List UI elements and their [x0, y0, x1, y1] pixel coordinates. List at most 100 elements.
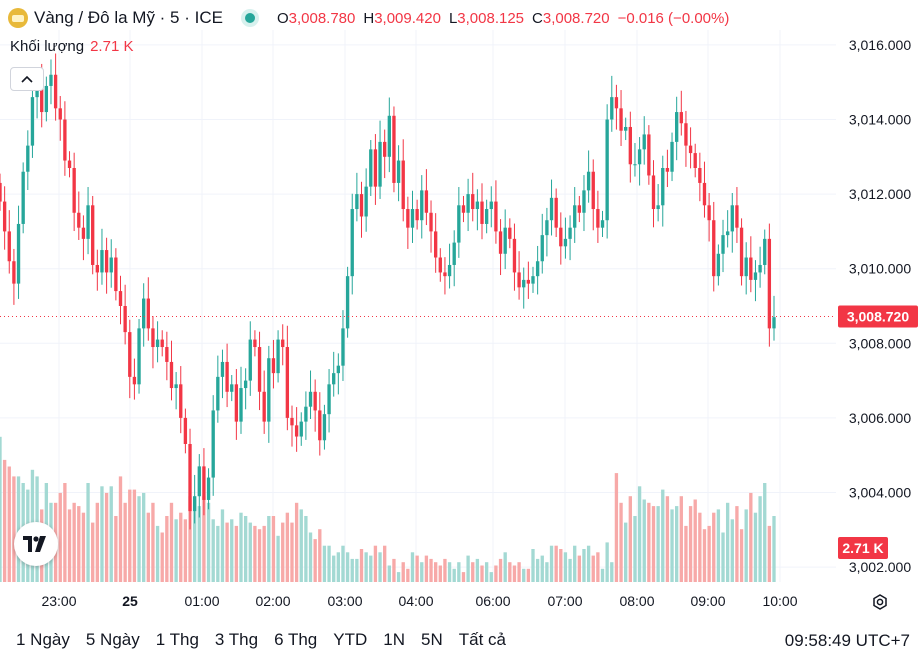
volume-bar — [86, 483, 90, 582]
candle-body — [661, 168, 665, 206]
volume-bar — [114, 516, 118, 582]
volume-bar — [369, 555, 373, 582]
candle-body — [91, 205, 95, 265]
volume-bar — [132, 489, 137, 582]
x-tick-label: 04:00 — [398, 593, 433, 609]
candle-body — [480, 201, 484, 224]
volume-bar — [118, 476, 123, 582]
candle-body — [49, 74, 53, 86]
candle-body — [192, 496, 197, 512]
volume-bar — [410, 552, 415, 582]
x-tick-label: 10:00 — [762, 593, 797, 609]
volume-bar — [355, 558, 359, 582]
volume-bar — [104, 492, 109, 582]
volume-bar — [582, 549, 586, 582]
volume-bar — [619, 502, 623, 582]
volume-bar — [716, 509, 721, 582]
candle-body — [0, 182, 2, 202]
volume-bar — [202, 496, 206, 582]
x-tick-label: 09:00 — [690, 593, 725, 609]
volume-bar — [624, 522, 628, 582]
candle-body — [392, 115, 396, 183]
candle-body — [712, 220, 716, 277]
volume-bar — [475, 558, 480, 582]
volume-value: 2.71 K — [90, 38, 134, 55]
y-tick-label: 3,004.000 — [849, 484, 911, 500]
ohlc-values: O3,008.780 H3,009.420 L3,008.125 C3,008.… — [277, 10, 729, 27]
market-status-icon[interactable] — [244, 13, 255, 23]
volume-bar — [753, 512, 758, 582]
range-1-month[interactable]: 1 Thg — [155, 630, 199, 649]
range-5-years[interactable]: 5N — [421, 630, 443, 649]
open-value: 3,008.780 — [288, 9, 356, 27]
volume-bar — [698, 512, 702, 582]
candle-body — [239, 388, 243, 422]
open-key: O — [276, 9, 289, 27]
volume-bar — [512, 565, 517, 582]
candle-body — [517, 272, 521, 288]
symbol-title[interactable]: Vàng / Đô la Mỹ · 5 · ICE — [34, 8, 223, 27]
candle-body — [332, 373, 336, 385]
price-chart[interactable]: 23:00 25 01:00 02:00 03:00 04:00 06:00 07:00 08:… — [0, 0, 920, 622]
candle-body — [633, 164, 637, 166]
volume-bar — [332, 555, 336, 582]
candle-body — [285, 347, 290, 418]
volume-bar — [299, 509, 303, 582]
candle-body — [294, 425, 299, 437]
volume-bar — [406, 568, 410, 582]
volume-bar — [276, 535, 280, 582]
volume-bar — [248, 522, 252, 582]
clock-timezone[interactable]: 09:58:49 UTC+7 — [784, 631, 910, 650]
candle-body — [484, 209, 489, 224]
candle-body — [600, 220, 605, 228]
volume-bar — [192, 499, 197, 582]
candle-body — [443, 272, 447, 277]
volume-bar — [517, 562, 521, 582]
range-ytd[interactable]: YTD — [333, 630, 368, 649]
close-value: 3,008.720 — [542, 9, 610, 27]
volume-bar — [364, 552, 368, 582]
tradingview-logo-icon[interactable] — [14, 522, 58, 566]
candle-body — [53, 74, 58, 109]
volume-bar — [2, 459, 7, 582]
range-1-year[interactable]: 1N — [383, 630, 405, 649]
volume-bar — [735, 506, 739, 582]
volume-bar — [577, 555, 582, 582]
candle-body — [763, 238, 767, 265]
volume-bar — [262, 525, 266, 582]
volume-bar — [387, 565, 391, 582]
low-key: L — [448, 9, 458, 27]
candle-body — [132, 376, 137, 385]
candle-body — [234, 384, 239, 422]
candle-body — [26, 145, 30, 172]
candle-body — [554, 197, 558, 228]
candle-body — [197, 466, 201, 497]
candle-body — [401, 160, 405, 210]
volume-bar — [656, 506, 660, 582]
volume-bar — [220, 509, 225, 582]
candle-body — [447, 264, 452, 277]
candle-body — [637, 149, 642, 165]
candle-body — [535, 261, 540, 277]
candle-body — [438, 257, 442, 273]
gear-icon[interactable] — [870, 592, 890, 612]
volume-bar — [498, 558, 503, 582]
candle-body — [16, 223, 21, 284]
range-all[interactable]: Tất cả — [458, 630, 506, 649]
candle-body — [675, 112, 679, 142]
volume-bar — [146, 512, 150, 582]
range-6-months[interactable]: 6 Thg — [274, 630, 318, 649]
volume-bar — [420, 562, 424, 582]
candle-body — [698, 168, 702, 183]
x-tick-label: 03:00 — [327, 593, 362, 609]
volume-bar — [693, 499, 697, 582]
range-1-day[interactable]: 1 Ngày — [16, 630, 70, 649]
chart-header: Vàng / Đô la Mỹ · 5 · ICE O3,008.780 H3,… — [8, 6, 729, 30]
range-3-months[interactable]: 3 Thg — [214, 630, 259, 649]
volume-bar — [484, 562, 489, 582]
range-5-days[interactable]: 5 Ngày — [85, 630, 140, 649]
volume-bar — [341, 545, 345, 582]
candle-body — [415, 209, 419, 221]
collapse-legend-button[interactable] — [10, 67, 44, 91]
candle-body — [466, 194, 470, 213]
